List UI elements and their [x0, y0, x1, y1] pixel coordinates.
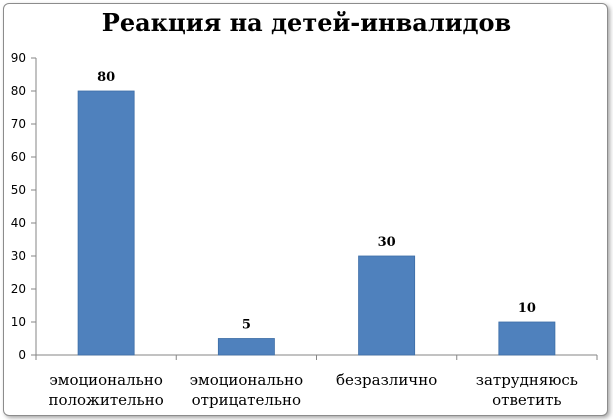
x-category-label: эмоционально отрицательно — [190, 371, 303, 409]
y-tick-label: 20 — [11, 282, 26, 296]
x-category-label: безразлично — [336, 371, 437, 389]
x-category-label: затрудняюсь ответить — [476, 371, 578, 409]
y-tick-label: 70 — [11, 117, 26, 131]
x-category-label-line: затрудняюсь — [476, 371, 578, 389]
x-category-label-line: отрицательно — [192, 391, 301, 409]
y-tick-label: 0 — [18, 348, 26, 362]
data-label: 80 — [97, 70, 115, 85]
bar — [77, 90, 135, 356]
y-tick-label: 80 — [11, 84, 26, 98]
y-tick-label: 50 — [11, 183, 26, 197]
x-category-label-line: эмоционально — [190, 371, 303, 389]
chart-bars — [77, 90, 556, 356]
x-category-label-line: эмоционально — [49, 371, 162, 389]
chart-title: Реакция на детей-инвалидов — [101, 8, 512, 37]
x-category-label: эмоционально положительно — [48, 371, 163, 409]
data-label: 5 — [242, 318, 251, 333]
y-tick-label: 90 — [11, 51, 26, 65]
chart-labels: 80 эмоционально положительно 5 эмоционально о… — [48, 70, 577, 409]
bar — [498, 321, 556, 356]
y-tick-label: 10 — [11, 315, 26, 329]
x-category-label-line: ответить — [492, 391, 561, 409]
y-tick-label: 40 — [11, 216, 26, 230]
x-category-label-line: безразлично — [336, 371, 437, 389]
data-label: 10 — [518, 301, 536, 316]
data-label: 30 — [378, 235, 396, 250]
bar — [358, 255, 416, 356]
bar — [217, 338, 275, 356]
y-tick-label: 60 — [11, 150, 26, 164]
y-tick-label: 30 — [11, 249, 26, 263]
x-category-label-line: положительно — [48, 391, 163, 409]
